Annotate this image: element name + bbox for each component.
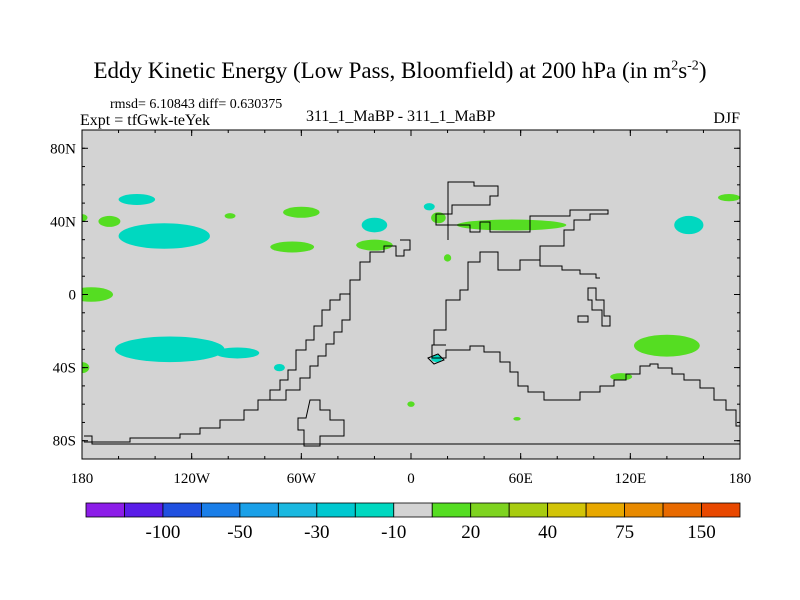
x-tick-label: 120W	[173, 471, 211, 487]
colorbar-swatch	[470, 502, 510, 518]
colorbar-swatch	[239, 502, 279, 518]
x-tick-label: 0	[407, 471, 415, 487]
title-superscript-2: 2	[671, 58, 679, 74]
region-s-pacific-sm	[273, 363, 285, 372]
colorbar-label: 75	[615, 522, 634, 543]
y-tick-label: 80N	[50, 141, 76, 157]
x-tick-label: 60W	[287, 471, 317, 487]
colorbar-label: 40	[538, 522, 557, 543]
colorbar-swatch	[85, 502, 125, 518]
region-n-pacific-cyan	[118, 223, 210, 249]
colorbar-swatch	[547, 502, 587, 518]
region-n-pacific-green	[98, 215, 121, 227]
title-close: )	[698, 58, 707, 83]
colorbar-swatch	[701, 502, 741, 518]
x-tick-label: 180	[729, 471, 752, 487]
colorbar-label: 20	[461, 522, 480, 543]
colorbar: -100 -50 -30 -10 20 40 75 150	[85, 502, 741, 543]
region-asia-jet	[456, 219, 567, 231]
colorbar-swatch	[316, 502, 356, 518]
colorbar-label: -10	[381, 522, 406, 543]
coast-ellipse-mid	[427, 353, 445, 365]
page-title: Eddy Kinetic Energy (Low Pass, Bloomfiel…	[0, 58, 800, 84]
coast-africa	[431, 344, 740, 427]
colorbar-label: 150	[687, 522, 716, 543]
region-e-pacific-cyan	[674, 215, 704, 235]
coast-indonesia	[577, 315, 589, 323]
coast-japan	[587, 287, 611, 327]
y-tick-label: 80S	[53, 434, 76, 450]
colorbar-swatch	[431, 502, 472, 518]
colorbar-label: -100	[146, 522, 181, 543]
title-s: s	[678, 58, 688, 83]
colorbar-swatch	[508, 502, 549, 518]
region-n-america-sm	[82, 214, 88, 222]
coast-south-america	[84, 239, 411, 443]
title-superscript-neg2: -2	[687, 58, 699, 74]
y-tick-label: 0	[69, 288, 77, 304]
x-tick-label: 120E	[614, 471, 646, 487]
region-us-green	[270, 241, 315, 253]
region-s-pacific-cyan	[114, 336, 225, 363]
colorbar-label: -30	[304, 522, 329, 543]
y-tick-label: 40N	[50, 214, 76, 230]
colorbar-label: -50	[227, 522, 252, 543]
coast-asia-east	[539, 260, 600, 279]
region-e-pacific-green	[718, 193, 740, 202]
y-tick-label: 40S	[53, 361, 76, 377]
region-s-pacific-east	[215, 347, 260, 359]
region-n-pacific-west	[118, 193, 156, 205]
coast-south-america-inner	[270, 294, 351, 401]
anomaly-regions	[82, 193, 740, 421]
region-s-indian-green	[633, 334, 700, 357]
region-s-indian-sm	[610, 373, 633, 381]
title-text: Eddy Kinetic Energy (Low Pass, Bloomfiel…	[93, 58, 672, 83]
case-label: 311_1_MaBP - 311_1_MaBP	[306, 108, 496, 125]
region-tropics-green	[82, 287, 114, 302]
plot-area	[82, 130, 740, 459]
region-s-atlantic-dot	[407, 401, 415, 407]
experiment-label: Expt = tfGwk-teYek	[80, 112, 211, 129]
coast-antarctica-peninsula	[297, 399, 345, 447]
colorbar-swatch	[162, 502, 202, 518]
season-label: DJF	[713, 110, 740, 127]
region-n-pacific-small	[224, 213, 236, 219]
coastline	[84, 181, 741, 452]
region-atlantic-small	[443, 254, 452, 262]
region-n-america-green	[283, 206, 320, 218]
colorbar-swatch	[201, 502, 241, 518]
colorbar-swatch	[124, 502, 164, 518]
region-s-ocean-dot	[513, 416, 521, 421]
x-tick-label: 60E	[509, 471, 533, 487]
region-europe-green	[431, 212, 446, 224]
colorbar-swatch	[585, 502, 625, 518]
region-atlantic-green	[356, 239, 393, 251]
colorbar-swatch	[393, 502, 433, 518]
rmsd-stats: rmsd= 6.10843 diff= 0.630375	[110, 97, 283, 112]
colorbar-swatch	[354, 502, 395, 518]
colorbar-swatch	[662, 502, 702, 518]
y-axis: 80N 40N 0 40S 80S	[50, 129, 740, 460]
x-tick-label: 180	[71, 471, 94, 487]
coast-north-america	[433, 181, 609, 346]
region-n-atlantic-cyan	[361, 217, 388, 233]
colorbar-swatch	[624, 502, 664, 518]
colorbar-swatch	[277, 502, 318, 518]
x-axis: 180 120W 60W 0 60E 120E 180	[71, 130, 752, 487]
region-europe-cyan	[423, 203, 435, 211]
